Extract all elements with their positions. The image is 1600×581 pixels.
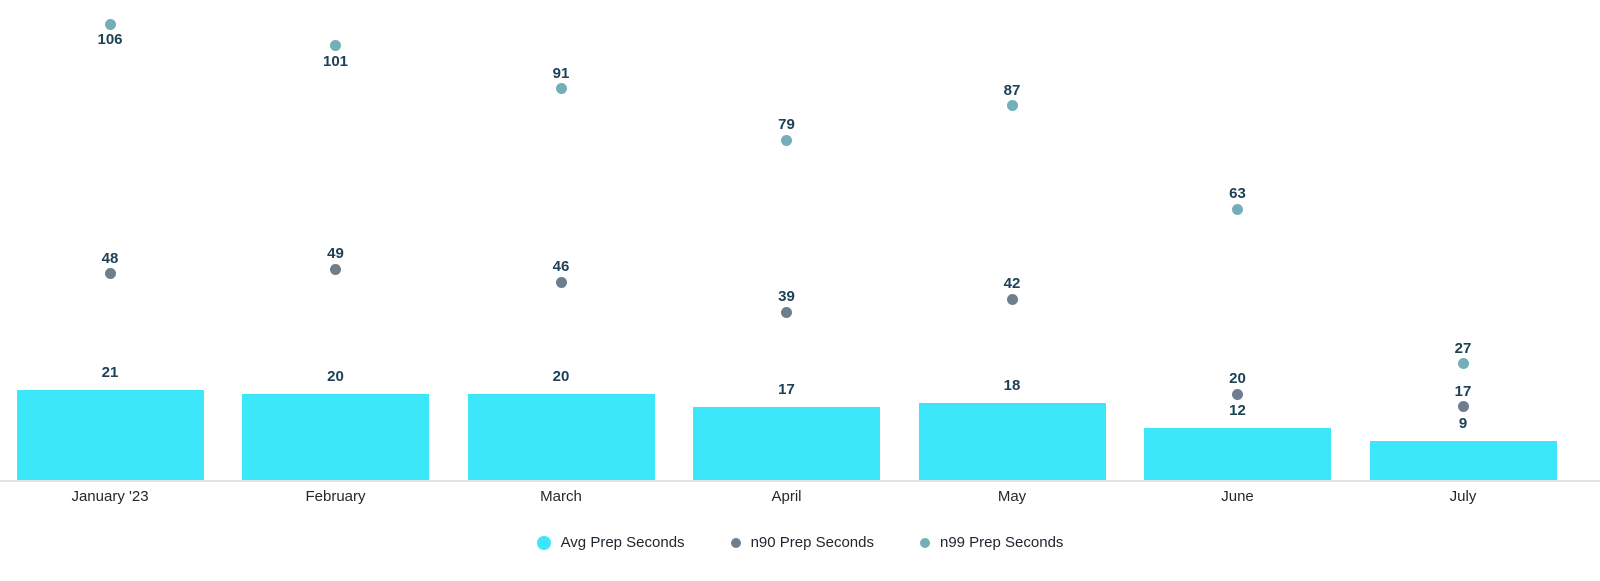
n90-point-march[interactable] — [555, 276, 567, 288]
bar-april[interactable] — [693, 406, 880, 480]
legend-marker-icon-n99-prep-seconds — [919, 537, 930, 548]
avg-value-label-march: 20 — [552, 368, 570, 385]
n99-point-april[interactable] — [781, 134, 792, 146]
n99-point-july[interactable] — [1457, 358, 1469, 370]
n90-point-february[interactable] — [330, 263, 341, 275]
n90-value-label-february: 49 — [327, 245, 344, 263]
avg-value-label-may: 18 — [1003, 376, 1021, 394]
n90-value-label-april: 39 — [778, 288, 795, 306]
bar-january-23[interactable] — [16, 389, 204, 480]
legend-label-avg-prep-seconds: Avg Prep Seconds — [560, 534, 685, 551]
n99-point-june[interactable] — [1232, 203, 1243, 215]
legend-item-avg-prep-seconds[interactable]: Avg Prep Seconds — [536, 534, 685, 551]
chart-legend: Avg Prep Seconds n90 Prep Seconds n99 Prep… — [0, 534, 1600, 551]
n99-point-may[interactable] — [1006, 100, 1018, 112]
legend-label-n90-prep-seconds: n90 Prep Seconds — [750, 534, 874, 551]
avg-value-label-january-23: 21 — [101, 363, 119, 381]
x-axis-label-january-23: January '23 — [71, 488, 149, 505]
bar-june[interactable] — [1144, 428, 1331, 480]
bar-july[interactable] — [1369, 441, 1557, 480]
n90-point-january-23[interactable] — [104, 268, 116, 280]
n90-point-april[interactable] — [781, 306, 792, 318]
bar-march[interactable] — [467, 394, 655, 480]
n90-value-label-january-23: 48 — [101, 249, 119, 267]
x-axis-label-july: July — [1449, 488, 1477, 505]
n90-point-july[interactable] — [1457, 401, 1469, 413]
n99-value-label-january-23: 106 — [97, 31, 123, 49]
x-axis-baseline — [0, 480, 1600, 482]
n99-point-march[interactable] — [555, 83, 567, 95]
n90-value-label-march: 46 — [552, 258, 570, 276]
n90-point-june[interactable] — [1232, 388, 1243, 400]
avg-value-label-july: 9 — [1458, 415, 1468, 433]
n99-point-february[interactable] — [330, 40, 341, 52]
n90-value-label-may: 42 — [1003, 275, 1021, 293]
legend-marker-icon-n90-prep-seconds — [730, 537, 741, 548]
n90-value-label-june: 20 — [1229, 370, 1246, 387]
plot-area: 21 48 106 20 49 101 20 46 91 17 39 79 18 42 87 12 20 63 9 1… — [0, 18, 1600, 482]
x-axis-label-may: May — [997, 488, 1027, 505]
avg-value-label-february: 20 — [327, 368, 344, 385]
bar-february[interactable] — [242, 394, 429, 480]
x-axis-label-june: June — [1221, 488, 1254, 505]
n99-value-label-february: 101 — [322, 52, 349, 70]
n99-value-label-june: 63 — [1229, 185, 1246, 203]
x-axis-label-april: April — [771, 488, 802, 505]
n99-value-label-may: 87 — [1003, 81, 1021, 99]
n90-point-may[interactable] — [1006, 293, 1018, 305]
legend-label-n99-prep-seconds: n99 Prep Seconds — [939, 534, 1064, 551]
avg-value-label-april: 17 — [778, 380, 795, 398]
n99-value-label-march: 91 — [552, 64, 570, 82]
n99-value-label-april: 79 — [778, 116, 795, 134]
x-axis-label-march: March — [540, 488, 582, 505]
bar-may[interactable] — [918, 402, 1106, 480]
avg-value-label-june: 12 — [1229, 402, 1246, 420]
legend-item-n99-prep-seconds[interactable]: n99 Prep Seconds — [919, 534, 1064, 551]
legend-marker-icon-avg-prep-seconds — [536, 535, 551, 550]
legend-item-n90-prep-seconds[interactable]: n90 Prep Seconds — [730, 534, 874, 551]
x-axis-label-february: February — [305, 488, 366, 505]
n90-value-label-july: 17 — [1454, 382, 1472, 400]
n99-point-january-23[interactable] — [104, 18, 116, 30]
n99-value-label-july: 27 — [1454, 339, 1472, 357]
